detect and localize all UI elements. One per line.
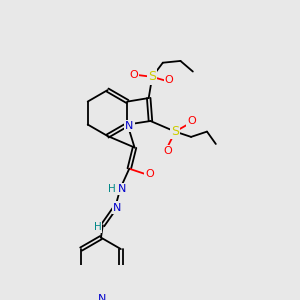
Text: N: N — [98, 294, 106, 300]
Text: N: N — [118, 184, 126, 194]
Text: O: O — [145, 169, 154, 179]
Text: O: O — [129, 70, 138, 80]
Text: O: O — [188, 116, 196, 126]
Text: S: S — [148, 70, 156, 83]
Text: S: S — [171, 125, 179, 138]
Text: N: N — [113, 202, 121, 213]
Text: N: N — [125, 121, 134, 131]
Text: O: O — [165, 75, 173, 85]
Text: H: H — [94, 222, 101, 232]
Text: H: H — [108, 184, 116, 194]
Text: O: O — [164, 146, 172, 156]
